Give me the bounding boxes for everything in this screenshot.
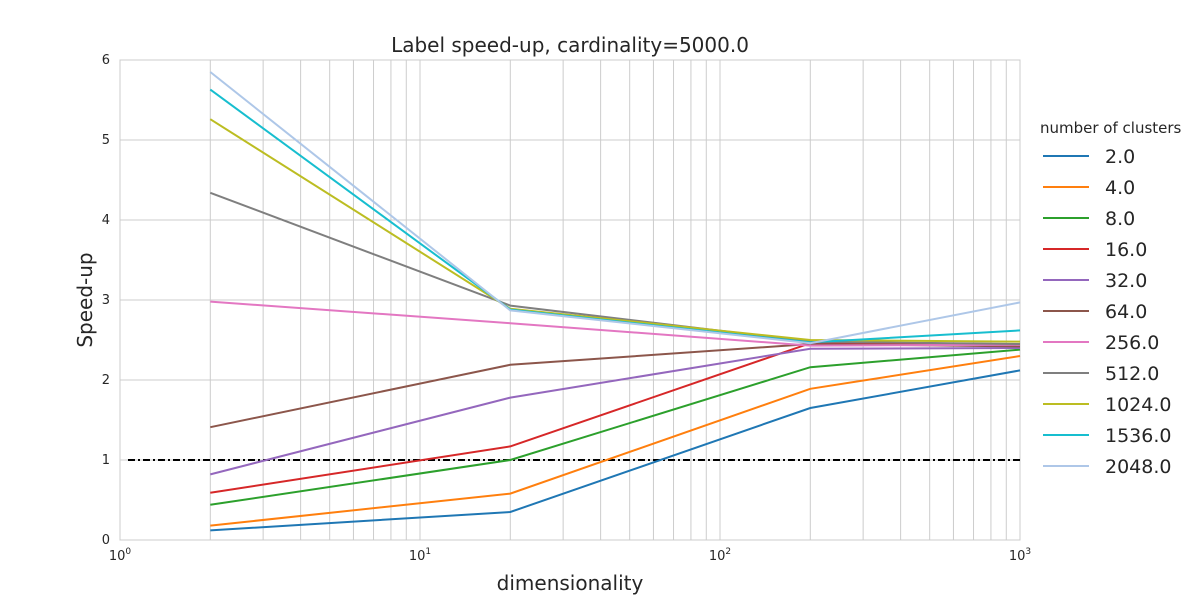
legend-title: number of clusters	[1040, 119, 1182, 137]
series-line-1024.0	[209, 118, 1021, 343]
legend-label: 2048.0	[1105, 456, 1171, 478]
legend-label: 256.0	[1105, 332, 1159, 354]
x-axis-label: dimensionality	[497, 571, 644, 595]
legend-label: 16.0	[1105, 239, 1147, 261]
series-line-2048.0	[209, 71, 1021, 345]
series-line-256.0	[210, 300, 1021, 347]
y-tick-labels: 0 1 2 3 4 5 6	[102, 53, 110, 548]
x-tick-label: 101	[409, 547, 431, 564]
y-tick-label: 3	[102, 293, 110, 308]
legend-label: 4.0	[1105, 177, 1135, 199]
legend-label: 1536.0	[1105, 425, 1171, 447]
legend-label: 2.0	[1105, 146, 1135, 168]
x-tick-label: 102	[709, 547, 731, 564]
y-tick-label: 6	[102, 53, 110, 68]
y-tick-label: 1	[102, 453, 110, 468]
legend: number of clusters 2.0 4.0 8.0 16.0 32.0 64.0…	[1040, 119, 1182, 478]
series-line-4.0	[210, 355, 1021, 527]
x-tick-label: 103	[1009, 547, 1031, 564]
series-line-32.0	[210, 347, 1021, 476]
legend-label: 8.0	[1105, 208, 1135, 230]
series-line-8.0	[210, 348, 1021, 506]
y-tick-label: 5	[102, 133, 110, 148]
legend-label: 512.0	[1105, 363, 1159, 385]
x-tick-labels: 100 101 102 103	[109, 547, 1031, 564]
x-tick-label: 100	[109, 547, 132, 564]
chart-title: Label speed-up, cardinality=5000.0	[391, 33, 749, 57]
series-lines	[209, 71, 1021, 532]
y-tick-label: 0	[102, 533, 110, 548]
plot-frame	[119, 59, 1021, 541]
y-tick-label: 4	[102, 213, 110, 228]
series-line-16.0	[210, 342, 1021, 494]
y-tick-label: 2	[102, 373, 110, 388]
legend-label: 1024.0	[1105, 394, 1171, 416]
series-line-2.0	[210, 369, 1021, 532]
y-axis-label: Speed-up	[73, 252, 97, 347]
legend-label: 64.0	[1105, 301, 1147, 323]
legend-label: 32.0	[1105, 270, 1147, 292]
